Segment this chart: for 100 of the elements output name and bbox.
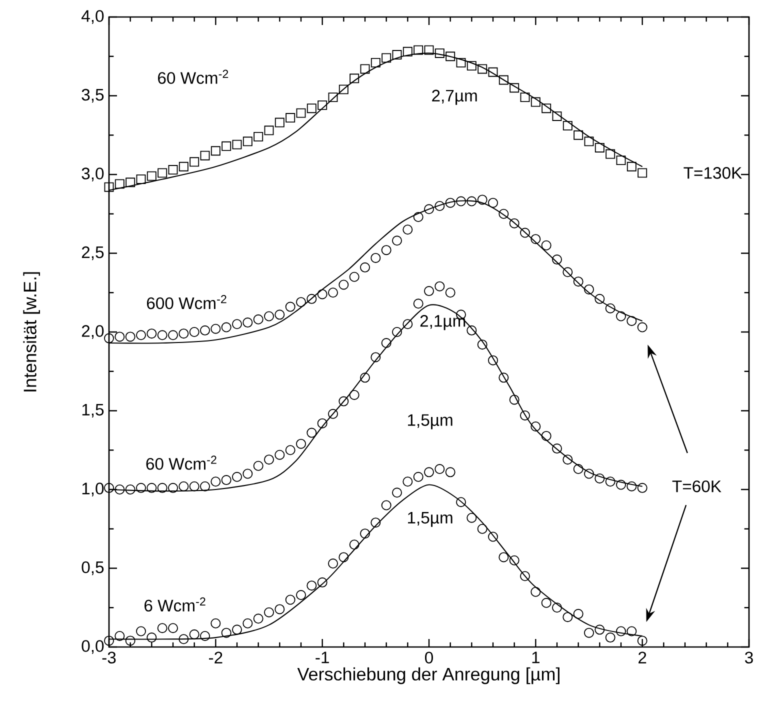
- point: [637, 322, 648, 332]
- point: [488, 532, 498, 542]
- point: [349, 540, 360, 550]
- point: [542, 104, 552, 114]
- point: [594, 624, 605, 635]
- point: [350, 74, 360, 84]
- point: [466, 325, 477, 336]
- point: [392, 236, 402, 246]
- point: [552, 111, 562, 121]
- point: [317, 577, 328, 588]
- point: [606, 149, 616, 159]
- point: [424, 45, 434, 55]
- point: [584, 628, 594, 638]
- point: [136, 174, 146, 184]
- point: [584, 284, 594, 294]
- point: [178, 481, 189, 492]
- point: [477, 340, 488, 350]
- point: [306, 580, 317, 591]
- point: [264, 126, 274, 136]
- y-tick-label: 2,0: [82, 325, 104, 339]
- point: [424, 286, 434, 296]
- point: [573, 464, 584, 474]
- point: [445, 198, 456, 208]
- point: [370, 352, 381, 362]
- point: [286, 113, 296, 123]
- point: [285, 302, 296, 312]
- point: [382, 53, 392, 63]
- point: [562, 120, 572, 130]
- point: [530, 586, 541, 597]
- point: [446, 52, 456, 62]
- point: [178, 162, 188, 172]
- point: [541, 240, 552, 250]
- point: [242, 468, 253, 479]
- point: [466, 196, 477, 206]
- point: [498, 208, 509, 219]
- point: [434, 48, 444, 58]
- point: [126, 178, 136, 188]
- point: [360, 64, 370, 74]
- point: [158, 168, 168, 178]
- point: [328, 92, 338, 102]
- point: [477, 194, 488, 205]
- point: [296, 438, 306, 449]
- point: [146, 482, 157, 493]
- y-tick-label: 0,5: [82, 561, 104, 576]
- point: [402, 224, 413, 235]
- point: [338, 552, 349, 562]
- point: [638, 168, 648, 178]
- point: [306, 104, 316, 114]
- point: [232, 472, 242, 482]
- point: [114, 484, 125, 495]
- point: [157, 482, 168, 493]
- point: [168, 165, 178, 175]
- point: [136, 330, 146, 340]
- point: [488, 355, 498, 366]
- point: [616, 156, 626, 166]
- point: [478, 64, 488, 74]
- annotation: 2,1µm: [420, 315, 466, 330]
- point: [210, 618, 221, 628]
- point: [434, 200, 445, 211]
- point: [392, 50, 402, 60]
- point: [552, 254, 562, 265]
- point: [424, 467, 434, 478]
- point: [574, 130, 584, 140]
- point: [626, 626, 637, 636]
- point: [146, 171, 156, 181]
- point: [157, 330, 168, 340]
- point: [317, 418, 328, 428]
- point: [552, 444, 562, 454]
- point: [541, 430, 552, 441]
- x-tick-label: 1: [532, 652, 540, 664]
- point: [413, 298, 424, 309]
- point: [125, 636, 136, 646]
- point: [242, 136, 252, 146]
- point: [434, 464, 445, 474]
- point: [360, 372, 370, 383]
- point: [189, 629, 200, 640]
- point: [254, 132, 264, 142]
- point: [414, 45, 424, 55]
- point: [605, 303, 616, 314]
- point: [509, 218, 520, 228]
- point: [520, 92, 530, 102]
- point: [626, 481, 637, 492]
- point: [562, 612, 573, 622]
- point: [318, 100, 328, 110]
- point: [157, 623, 168, 634]
- point: [253, 314, 264, 324]
- point: [189, 481, 200, 492]
- point: [552, 602, 562, 613]
- point: [232, 319, 242, 330]
- point: [392, 488, 402, 498]
- x-tick-label: 0: [425, 652, 433, 664]
- y-tick-label: 0,0: [82, 640, 104, 654]
- point: [573, 276, 584, 287]
- point: [349, 390, 360, 400]
- point: [200, 325, 210, 336]
- point: [360, 528, 370, 539]
- point: [498, 372, 509, 383]
- point: [306, 294, 317, 304]
- point: [200, 481, 210, 492]
- point: [296, 590, 306, 600]
